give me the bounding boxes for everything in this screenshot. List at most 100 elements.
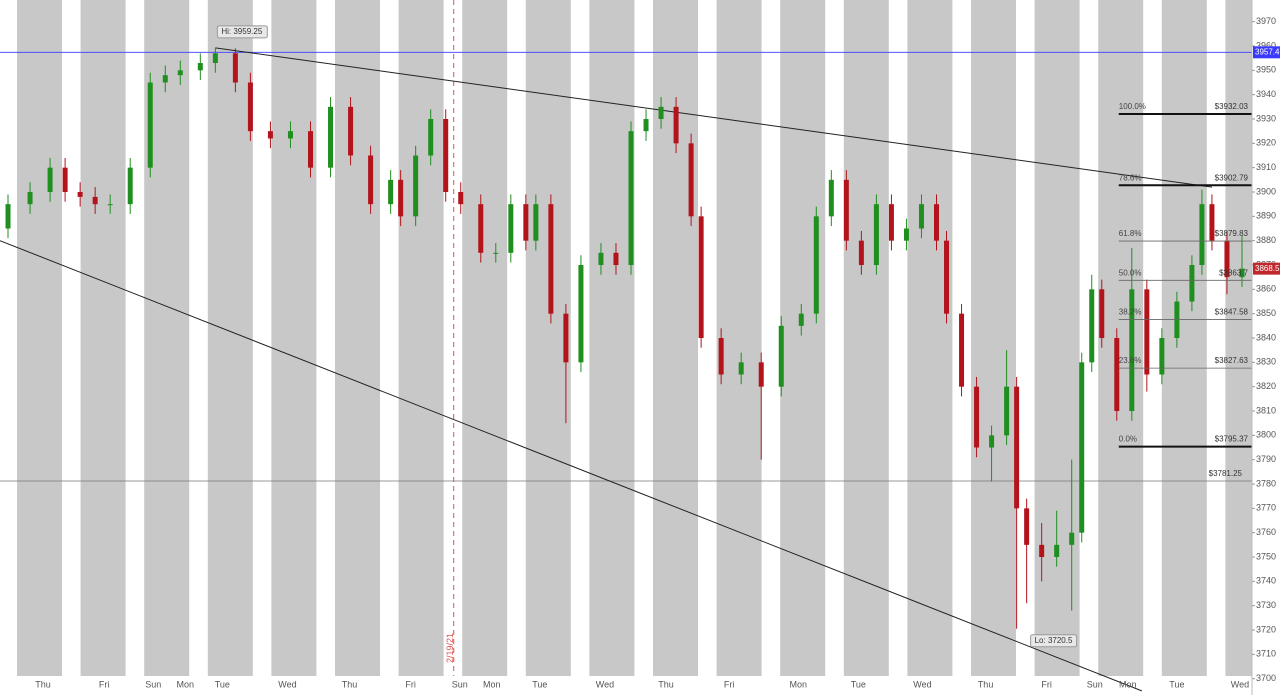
last-price-label: 3868.5 [1255,264,1280,273]
candle-body [1079,362,1085,533]
fib-ratio: 0.0% [1119,435,1137,444]
candle-body [413,155,419,217]
candle-body [974,386,980,448]
candle-body [873,204,879,266]
x-tick-label: Sun [145,679,161,689]
x-tick-label: Sun [452,679,468,689]
fib-value-label: $3902.79 [1215,173,1249,182]
candle-body [348,106,354,156]
fib-value-label: $3879.83 [1215,229,1249,238]
x-tick-label: Wed [913,679,931,689]
y-axis-area [1252,0,1280,695]
x-tick-label: Tue [851,679,866,689]
candle-body [1189,265,1195,302]
y-tick-label: 3860 [1256,284,1276,294]
y-tick-label: 3770 [1256,503,1276,513]
session-band [780,0,826,676]
candle-body [1069,532,1075,545]
session-band [716,0,762,676]
candle-body [643,118,649,132]
candle-body [307,131,313,168]
y-tick-label: 3970 [1256,16,1276,26]
session-band [462,0,508,676]
candle-body [578,265,584,363]
candle-body [368,155,374,205]
x-tick-label: Wed [596,679,614,689]
x-tick-label: Mon [483,679,501,689]
candle-body [1199,204,1205,266]
candle-body [1024,508,1030,545]
candle-body [828,179,834,217]
x-tick-label: Fri [724,679,735,689]
candle-body [328,106,334,168]
candle-body [1039,544,1045,558]
y-tick-label: 3760 [1256,527,1276,537]
annotation-box [1030,634,1078,648]
candle-body [548,204,554,314]
y-tick-label: 3720 [1256,624,1276,634]
fib-value-label: $3847.58 [1215,308,1249,317]
y-tick-label: 3730 [1256,600,1276,610]
y-tick-label: 3710 [1256,649,1276,659]
y-tick-label: 3800 [1256,430,1276,440]
candle-body [628,131,634,266]
x-tick-label: Sun [1087,679,1103,689]
y-tick-label: 3900 [1256,186,1276,196]
candle-body [1144,289,1150,375]
event-label: 2/19/21 [445,633,455,663]
candle-body [843,179,849,241]
y-tick-label: 3950 [1256,65,1276,75]
session-band [653,0,698,676]
price-tag [1253,46,1280,59]
y-tick-label: 3830 [1256,357,1276,367]
candle-body [718,338,724,375]
line-label: $3781.25 [1209,469,1243,478]
candle-body [458,192,464,205]
candle-body [107,204,113,206]
candle-body [613,252,619,266]
x-tick-label: Mon [177,679,195,689]
x-tick-label: Thu [658,679,674,689]
fib-value-label: $3827.63 [1215,356,1249,365]
x-tick-label: Thu [35,679,51,689]
x-tick-label: Mon [1119,679,1137,689]
y-tick-label: 3740 [1256,576,1276,586]
fib-ratio: 50.0% [1119,268,1142,277]
candle-body [62,167,68,193]
session-band [971,0,1016,676]
y-tick-label: 3810 [1256,405,1276,415]
candle-body [508,204,514,253]
candle-body [428,118,434,156]
y-tick-label: 3880 [1256,235,1276,245]
y-tick-label: 3960 [1256,40,1276,50]
session-band [80,0,126,676]
candle-body [127,167,133,205]
candle-body [1209,204,1215,241]
candle-body [1014,386,1020,509]
candle-body [27,192,33,205]
candle-body [563,313,569,363]
candle-body [1099,289,1105,339]
session-band [525,0,571,676]
last-price-tag [1253,262,1280,275]
session-band [398,0,444,676]
candle-body [778,325,784,387]
candle-body [1224,240,1230,278]
trendline [215,47,1213,188]
x-tick-label: Tue [1169,679,1184,689]
y-tick-label: 3850 [1256,308,1276,318]
candle-body [738,362,744,375]
fib-value-label: $3932.03 [1215,102,1249,111]
annotation: Lo: 3720.5 [1035,636,1073,645]
candle-body [77,192,83,197]
session-band [1098,0,1144,676]
session-band [907,0,953,676]
candle-body [177,70,183,76]
y-tick-label: 3940 [1256,89,1276,99]
y-tick-label: 3930 [1256,113,1276,123]
candle-body [212,53,218,64]
candle-body [758,362,764,387]
candle-body [1129,289,1135,412]
